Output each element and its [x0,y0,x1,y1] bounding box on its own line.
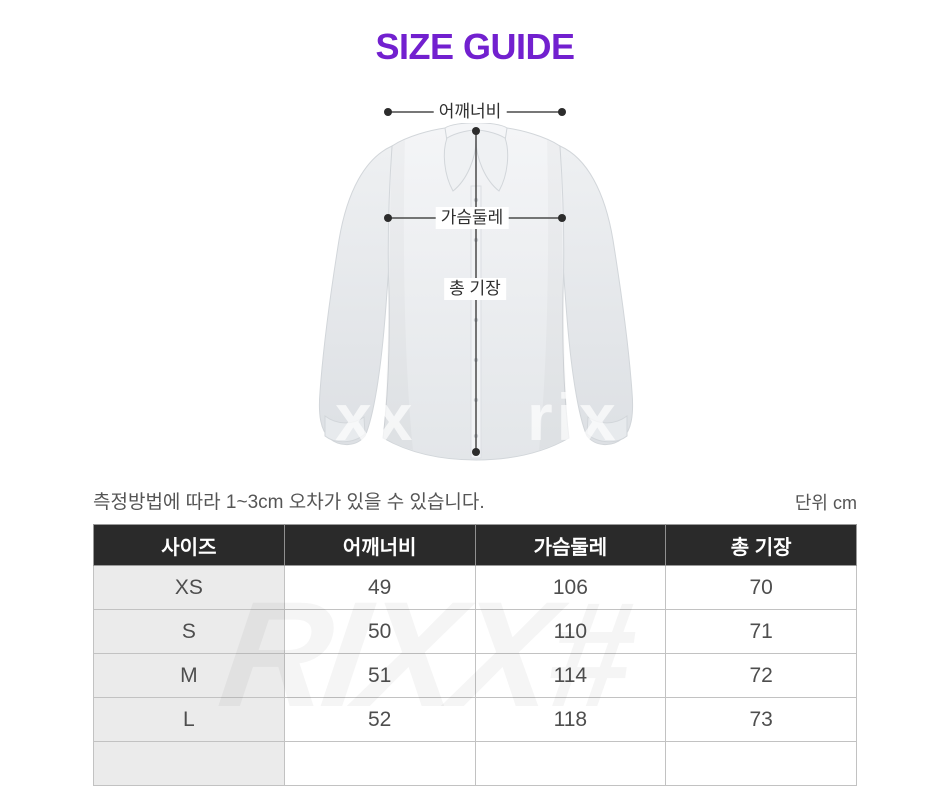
table-header-row: 사이즈 어깨너비 가슴둘레 총 기장 [93,524,857,566]
cell-size: M [93,653,285,698]
size-table: 사이즈 어깨너비 가슴둘레 총 기장 XS 49 106 70 S 50 110… [93,524,857,786]
header-cell-size: 사이즈 [93,524,285,566]
table-row-xs: XS 49 106 70 [93,565,857,610]
page-title: SIZE GUIDE [375,26,575,67]
table-row-m: M 51 114 72 [93,653,857,698]
cell-size: S [93,609,285,654]
cell-chest: 106 [474,565,667,610]
cell-chest: 110 [474,609,667,654]
cell-size: L [93,697,285,742]
table-row-s: S 50 110 71 [93,609,857,654]
cell-empty [283,741,476,786]
size-table-section: RIXX# 사이즈 어깨너비 가슴둘레 총 기장 XS 49 106 70 S … [93,524,857,786]
header-cell-shoulder: 어깨너비 [284,524,476,566]
unit-label: 단위 cm [794,493,857,513]
cell-size-empty [93,741,285,786]
cell-shoulder: 51 [283,653,476,698]
cell-length: 72 [665,653,857,698]
cell-chest: 118 [474,697,667,742]
cell-empty [474,741,667,786]
header-cell-chest: 가슴둘레 [475,524,667,566]
shirt-measurement-figure: 어깨너비 가슴둘레 총 기장 xx rix [295,100,655,475]
cell-chest: 114 [474,653,667,698]
total-length-label: 총 기장 [444,278,506,300]
cell-length: 71 [665,609,857,654]
cell-shoulder: 49 [283,565,476,610]
cell-shoulder: 50 [283,609,476,654]
cell-empty [665,741,857,786]
cell-shoulder: 52 [283,697,476,742]
cell-length: 70 [665,565,857,610]
header-cell-length: 총 기장 [665,524,857,566]
shoulder-width-label: 어깨너비 [433,101,507,123]
chest-circumference-label: 가슴둘레 [435,207,509,229]
measurement-tolerance-note: 측정방법에 따라 1~3cm 오차가 있을 수 있습니다. [93,492,485,513]
cell-size: XS [93,565,285,610]
table-row-empty [93,741,857,786]
table-row-l: L 52 118 73 [93,697,857,742]
cell-length: 73 [665,697,857,742]
